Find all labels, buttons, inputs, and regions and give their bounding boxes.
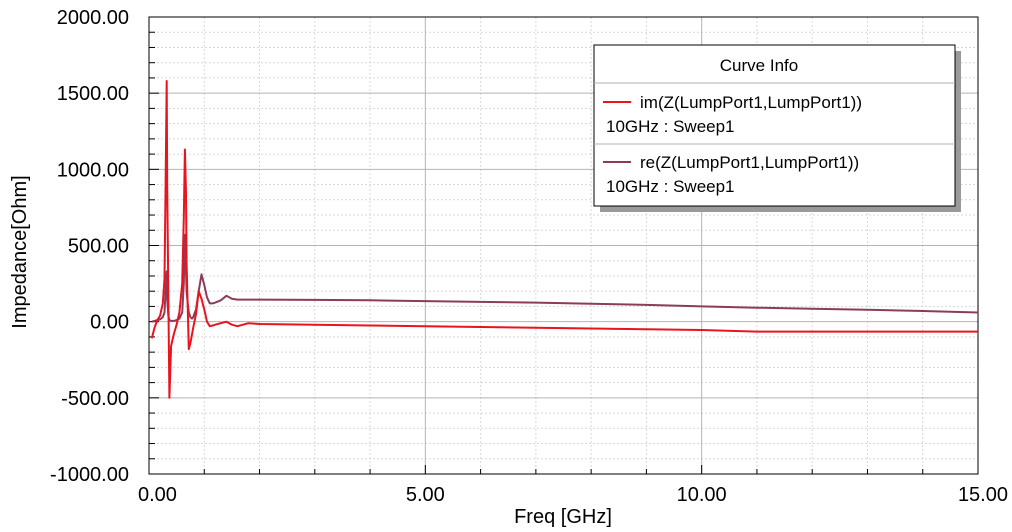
series-group (150, 80, 979, 399)
x-axis-ticks (148, 465, 979, 474)
x-tick-label: 10.00 (677, 484, 727, 506)
x-tick-label: 15.00 (958, 484, 1008, 506)
x-axis-title: Freq [GHz] (514, 506, 612, 528)
y-tick-label: 1500.00 (57, 83, 129, 105)
legend-entry-im-line2: 10GHz : Sweep1 (606, 117, 735, 136)
legend-entry-re-line1: re(Z(LumpPort1,LumpPort1)) (640, 153, 859, 172)
x-axis-tick-labels: 0.00 5.00 10.00 15.00 (138, 484, 1008, 506)
y-tick-label: 0.00 (90, 312, 129, 334)
y-axis-ticks (149, 16, 159, 475)
legend-box (593, 44, 956, 207)
series-line-im (150, 80, 978, 399)
y-tick-label: 2000.00 (57, 7, 129, 29)
y-tick-label: -1000.00 (50, 464, 129, 486)
y-tick-label: 500.00 (68, 236, 129, 258)
legend[interactable]: Curve Info im(Z(LumpPort1,LumpPort1)) 10… (593, 44, 961, 212)
x-tick-label: 0.00 (138, 484, 177, 506)
legend-entry-re-line2: 10GHz : Sweep1 (606, 177, 735, 196)
y-axis-tick-labels: -1000.00 -500.00 0.00 500.00 1000.00 1500.00 2… (50, 7, 129, 486)
x-tick-label: 5.00 (406, 484, 445, 506)
y-tick-label: -500.00 (61, 388, 129, 410)
y-axis-title: Impedance[Ohm] (9, 175, 31, 328)
legend-title: Curve Info (720, 56, 798, 75)
y-tick-label: 1000.00 (57, 159, 129, 181)
legend-entry-im-line1: im(Z(LumpPort1,LumpPort1)) (640, 93, 862, 112)
